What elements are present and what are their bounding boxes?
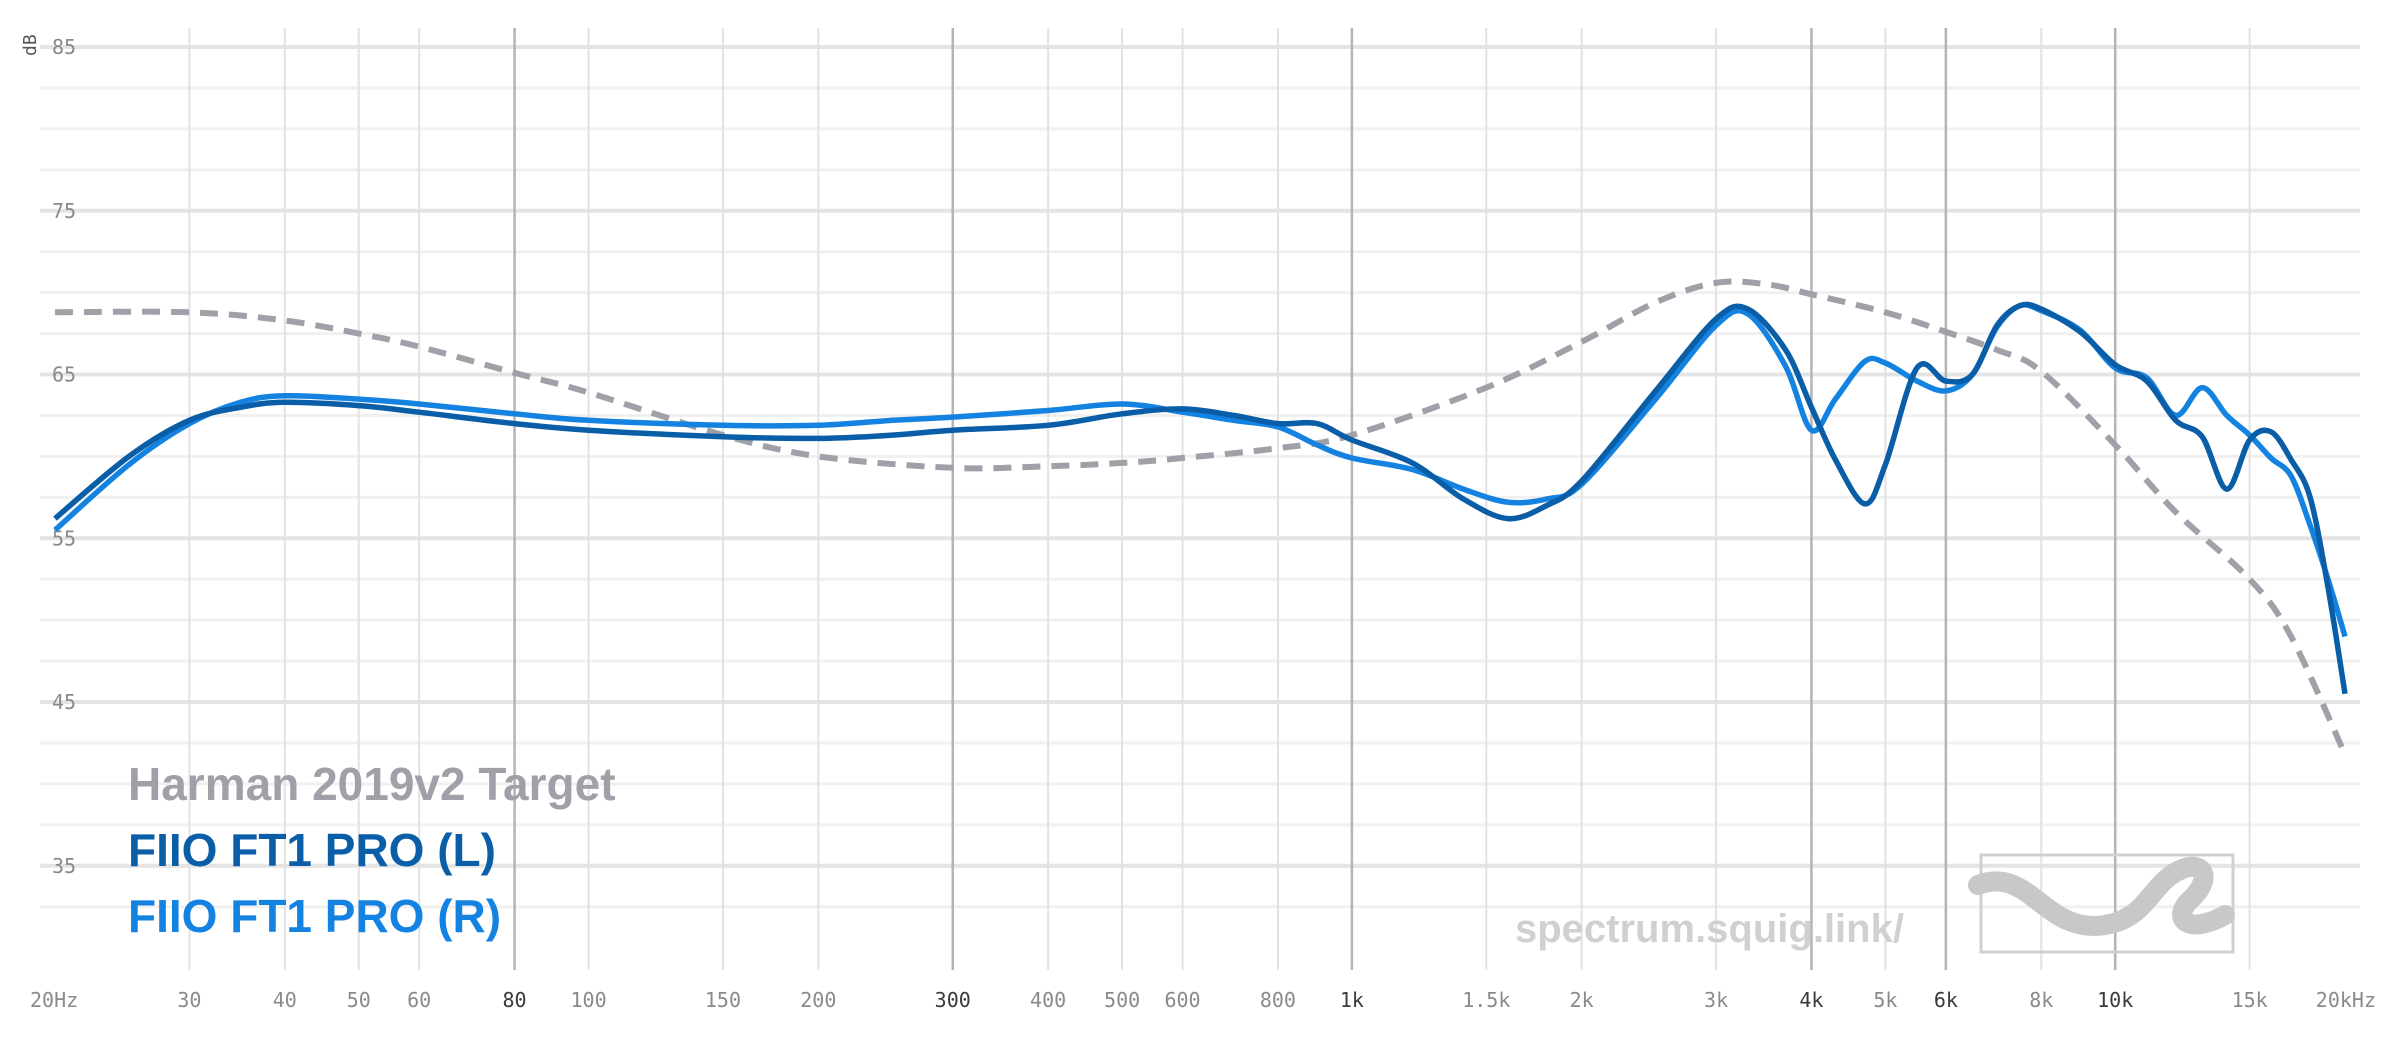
x-tick-label: 200	[800, 988, 836, 1012]
legend-entry[interactable]: Harman 2019v2 Target	[128, 758, 616, 810]
x-tick-label: 40	[273, 988, 297, 1012]
x-tick-label: 300	[935, 988, 971, 1012]
x-tick-label: 4k	[1799, 988, 1823, 1012]
legend: Harman 2019v2 Target FIIO FT1 PRO (L) FIIO…	[128, 758, 616, 942]
logo-squiggle	[1968, 856, 2235, 936]
legend-entry[interactable]: FIIO FT1 PRO (R)	[128, 890, 501, 942]
x-tick-label: 50	[347, 988, 371, 1012]
x-tick-label: 80	[503, 988, 527, 1012]
x-tick-label: 60	[407, 988, 431, 1012]
x-tick-label: 800	[1260, 988, 1296, 1012]
x-tick-label: 100	[570, 988, 606, 1012]
x-tick-label: 150	[705, 988, 741, 1012]
legend-entry[interactable]: FIIO FT1 PRO (L)	[128, 824, 496, 876]
x-tick-label: 400	[1030, 988, 1066, 1012]
watermark-url: spectrum.squig.link/	[1515, 907, 1904, 951]
x-tick-label: 20Hz	[30, 988, 78, 1012]
horizontal-gridlines	[40, 45, 2360, 909]
x-tick-label: 5k	[1873, 988, 1897, 1012]
target-curve	[54, 278, 2348, 756]
x-tick-label: 20kHz	[2316, 988, 2376, 1012]
y-axis-unit-label: dB	[20, 34, 41, 56]
y-tick-label: 35	[52, 854, 76, 878]
x-tick-label: 2k	[1570, 988, 1594, 1012]
frequency-response-curves	[53, 278, 2348, 756]
x-tick-label: 10k	[2097, 988, 2133, 1012]
y-tick-label: 65	[52, 363, 76, 387]
x-tick-label: 1.5k	[1462, 988, 1510, 1012]
x-tick-label: 600	[1164, 988, 1200, 1012]
y-tick-label: 85	[52, 35, 76, 59]
x-tick-label: 3k	[1704, 988, 1728, 1012]
y-tick-label: 45	[52, 690, 76, 714]
x-tick-label: 6k	[1934, 988, 1958, 1012]
vertical-gridlines	[188, 28, 2251, 970]
squiglink-logo	[1968, 853, 2235, 954]
x-tick-label: 8k	[2029, 988, 2053, 1012]
measurement-curve	[53, 301, 2348, 695]
x-tick-label: 15k	[2232, 988, 2268, 1012]
x-tick-label: 500	[1104, 988, 1140, 1012]
logo-frame	[1979, 853, 2235, 954]
y-tick-label: 75	[52, 199, 76, 223]
x-tick-label: 30	[177, 988, 201, 1012]
x-tick-label: 1k	[1340, 988, 1364, 1012]
x-axis-tick-labels: 20Hz 30 40 50 60 80 100 150 200 300 400 500 600 800 1k…	[30, 988, 2376, 1012]
